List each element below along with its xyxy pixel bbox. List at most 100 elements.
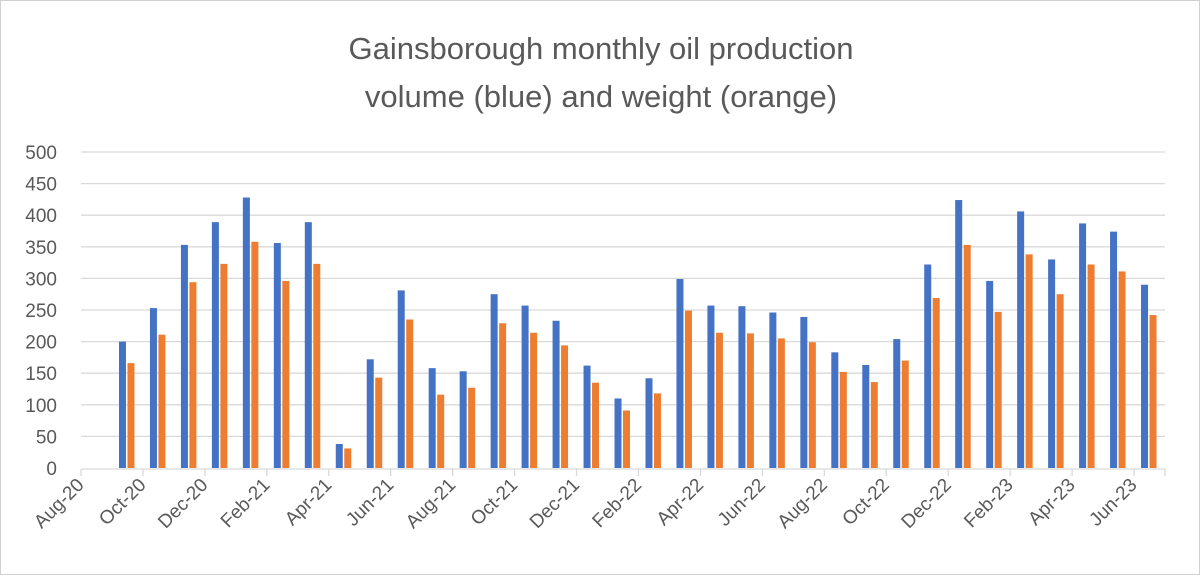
weight-bar [158, 334, 166, 468]
x-tick-label: Jun-23 [1086, 475, 1142, 531]
weight-bar [963, 244, 971, 468]
x-tick-label: Aug-21 [402, 475, 460, 533]
volume-bar [149, 308, 157, 468]
volume-bar [831, 352, 839, 468]
volume-bar [304, 222, 312, 468]
x-tick-label: Jun-22 [714, 475, 770, 531]
volume-bar [1110, 231, 1118, 468]
weight-bar [251, 241, 259, 468]
weight-bar [901, 360, 909, 468]
weight-bar [375, 377, 383, 468]
y-tick-label: 100 [25, 396, 57, 417]
volume-bar [862, 364, 870, 468]
weight-bar [870, 382, 878, 468]
volume-bar [118, 341, 126, 468]
weight-bar [1149, 315, 1157, 468]
volume-bar [242, 197, 250, 468]
weight-bar [561, 345, 569, 468]
volume-bar [180, 244, 188, 468]
weight-bar [468, 387, 476, 468]
weight-bar [777, 338, 785, 468]
y-tick-label: 450 [25, 175, 57, 196]
weight-bar [746, 333, 754, 468]
weight-bar [932, 297, 940, 468]
chart-title-line-1: Gainsborough monthly oil production [349, 31, 854, 66]
weight-bar [437, 394, 445, 468]
x-tick-label: Feb-23 [960, 475, 1017, 532]
x-tick-label: Jun-21 [342, 475, 398, 531]
weight-bar [344, 448, 352, 468]
volume-bar [552, 320, 560, 468]
weight-bar [1025, 254, 1033, 468]
volume-bar [800, 316, 808, 468]
weight-bar [994, 311, 1002, 468]
volume-bar [583, 365, 591, 468]
volume-bar [707, 305, 715, 468]
x-tick-label: Dec-22 [898, 475, 956, 533]
y-tick-label: 50 [36, 427, 57, 448]
weight-bar [1118, 271, 1126, 468]
weight-bar [653, 393, 661, 468]
y-tick-label: 500 [25, 143, 57, 164]
weight-bar [406, 319, 414, 468]
volume-bar [738, 306, 746, 468]
x-tick-label: Apr-21 [281, 475, 336, 530]
volume-bar [211, 222, 219, 468]
volume-bar [273, 243, 281, 468]
volume-bar [428, 368, 436, 468]
volume-bar [521, 305, 529, 468]
weight-bar [684, 310, 692, 468]
weight-bar [189, 282, 197, 468]
volume-bar [955, 200, 963, 469]
weight-bar [623, 410, 631, 468]
volume-bar [459, 371, 467, 468]
x-tick-label: Dec-20 [154, 475, 212, 533]
weight-bar [530, 332, 538, 468]
weight-bar [1056, 294, 1064, 468]
y-tick-label: 350 [25, 238, 57, 259]
volume-bar [366, 359, 374, 468]
volume-bar [924, 264, 932, 468]
x-tick-label: Feb-21 [217, 475, 274, 532]
weight-bar [220, 263, 228, 468]
x-tick-label: Apr-23 [1024, 475, 1079, 530]
y-tick-label: 400 [25, 206, 57, 227]
x-tick-label: Dec-21 [526, 475, 584, 533]
x-tick-label: Feb-22 [589, 475, 646, 532]
volume-bar [676, 279, 684, 468]
volume-bar [1079, 223, 1087, 468]
weight-bar [1087, 264, 1095, 468]
weight-bar [592, 382, 600, 468]
volume-bar [986, 280, 994, 468]
volume-bar [1017, 211, 1025, 468]
volume-bar [614, 398, 622, 468]
x-tick-label: Oct-22 [839, 475, 894, 530]
x-tick-label: Aug-20 [30, 475, 88, 533]
weight-bar [282, 280, 290, 468]
chart-title-line-2: volume (blue) and weight (orange) [365, 79, 837, 114]
weight-bar [127, 363, 135, 468]
volume-bar [893, 339, 901, 468]
weight-bar [839, 371, 847, 468]
weight-bar [499, 323, 507, 468]
volume-bar [397, 290, 405, 468]
volume-bar [1048, 259, 1056, 468]
y-tick-label: 200 [25, 333, 57, 354]
x-tick-label: Apr-22 [653, 475, 708, 530]
volume-bar [769, 312, 777, 468]
volume-bar [490, 294, 498, 468]
weight-bar [715, 332, 723, 468]
y-tick-label: 300 [25, 269, 57, 290]
y-tick-label: 150 [25, 364, 57, 385]
x-tick-label: Oct-20 [95, 475, 150, 530]
volume-bar [335, 443, 343, 468]
y-tick-label: 250 [25, 301, 57, 322]
weight-bar [808, 342, 816, 468]
weight-bar [313, 263, 321, 468]
x-tick-label: Aug-22 [774, 475, 832, 533]
volume-bar [1141, 284, 1149, 468]
y-tick-label: 0 [46, 459, 57, 480]
x-tick-label: Oct-21 [467, 475, 522, 530]
